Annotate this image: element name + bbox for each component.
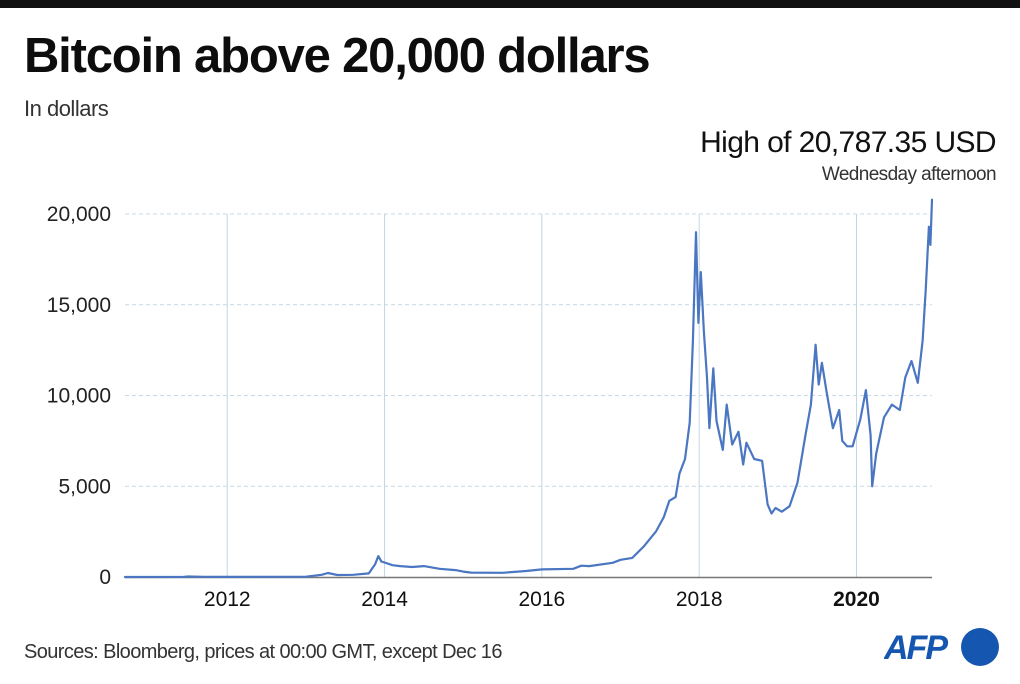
afp-logo: AFP (884, 628, 999, 667)
chart-title: Bitcoin above 20,000 dollars (24, 29, 651, 83)
x-axis-labels: 2012 2014 2016 2018 2020 (204, 588, 880, 611)
price-line (123, 198, 934, 579)
gridlines (125, 213, 932, 487)
x-tick-label: 2014 (361, 588, 408, 611)
y-tick-label: 0 (99, 566, 111, 589)
y-axis-labels: 0 5,000 10,000 15,000 20,000 (47, 203, 111, 589)
source-note: Sources: Bloomberg, prices at 00:00 GMT,… (24, 641, 502, 663)
high-annotation: High of 20,787.35 USD (700, 126, 997, 159)
y-tick-label: 15,000 (47, 294, 111, 317)
top-rule (0, 0, 1020, 8)
afp-logo-circle (961, 628, 999, 666)
chart-subtitle: In dollars (24, 96, 109, 121)
x-tick-label: 2016 (519, 588, 566, 611)
x-tick-label: 2020 (833, 588, 880, 611)
year-lines (226, 214, 857, 577)
high-annotation-detail: Wednesday afternoon (821, 164, 997, 185)
y-tick-label: 5,000 (58, 475, 111, 498)
x-tick-label: 2018 (676, 588, 723, 611)
x-tick-label: 2012 (204, 588, 251, 611)
y-tick-label: 20,000 (47, 203, 111, 226)
y-tick-label: 10,000 (47, 385, 111, 408)
afp-logo-text: AFP (884, 629, 948, 667)
